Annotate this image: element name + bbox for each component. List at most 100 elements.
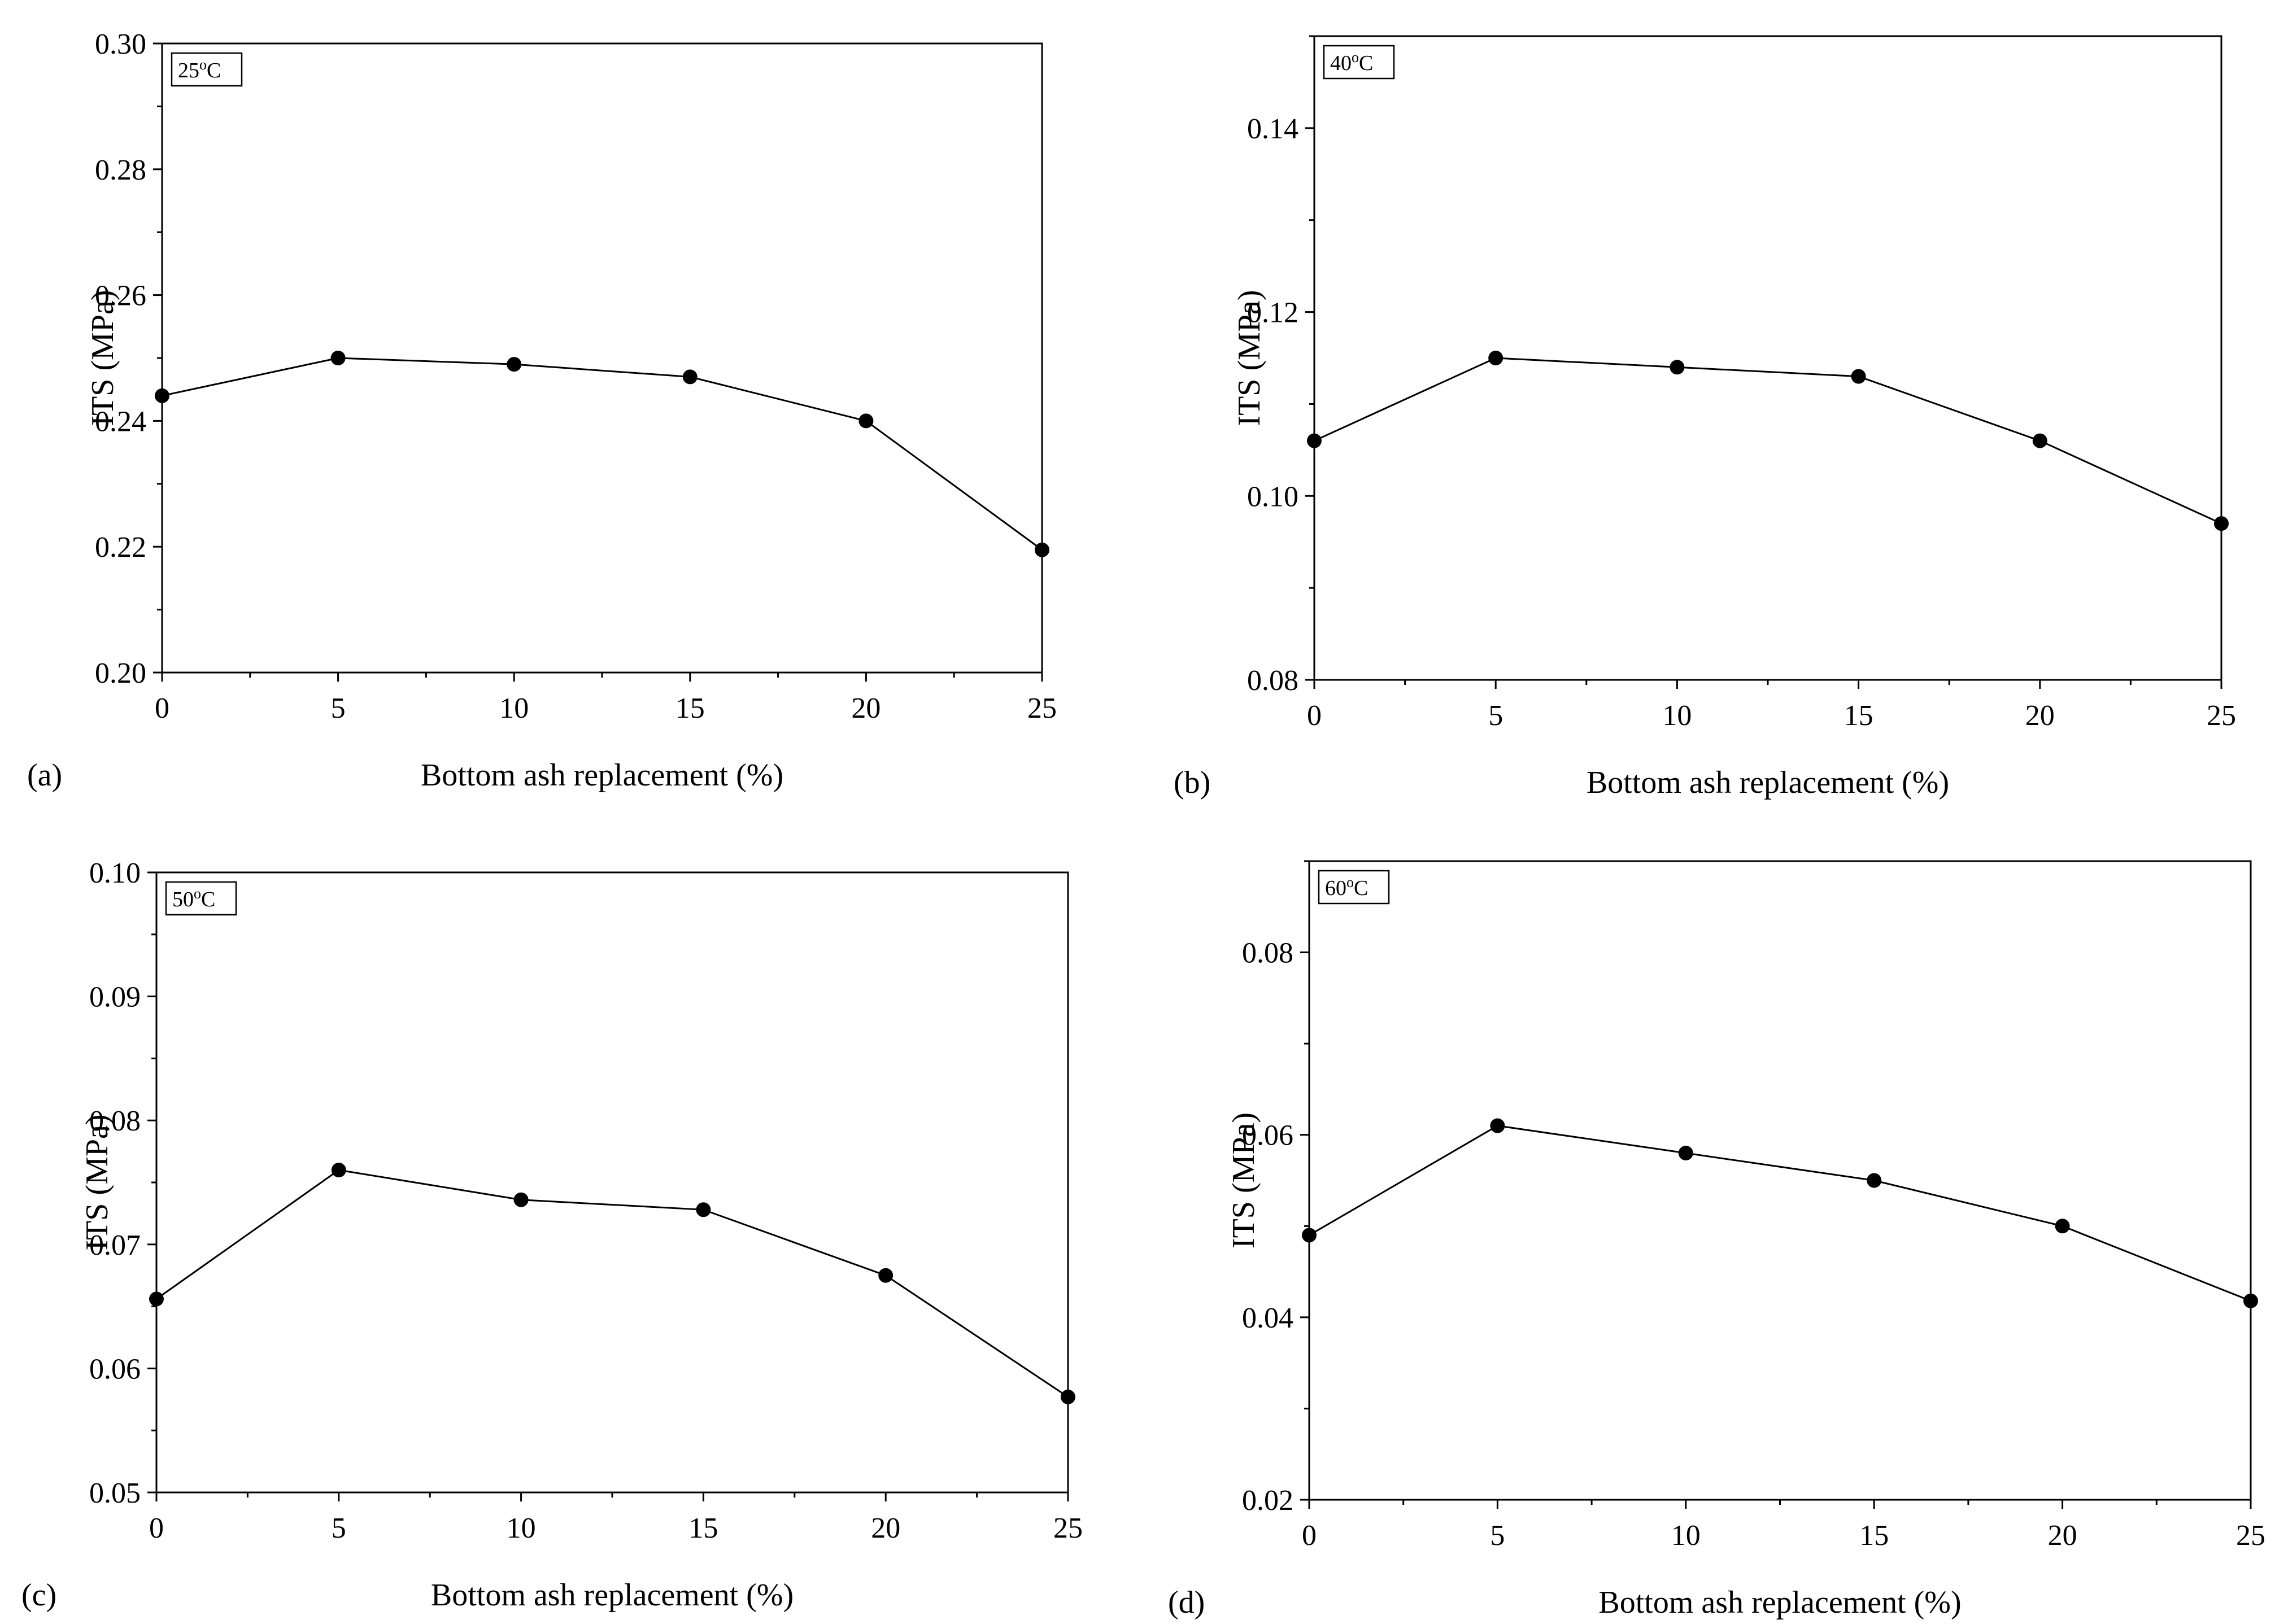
series-line bbox=[1314, 357, 2222, 525]
x-tick-label: 5 bbox=[1488, 700, 1503, 732]
y-tick-label: 0.05 bbox=[89, 1477, 141, 1509]
y-tick-label: 0.04 bbox=[1242, 1302, 1293, 1334]
data-point bbox=[1670, 360, 1685, 375]
data-point bbox=[1867, 1173, 1882, 1188]
y-tick-label: 0.22 bbox=[95, 531, 146, 564]
x-tick-label: 20 bbox=[851, 692, 881, 724]
x-axis-ticks: 0 5 10 15 20 25 bbox=[1307, 680, 2236, 732]
x-tick-label: 5 bbox=[332, 1512, 346, 1544]
y-tick-label: 0.10 bbox=[1247, 481, 1298, 513]
x-axis-title: Bottom ash replacement (%) bbox=[421, 758, 783, 793]
y-axis-title: ITS (MPa) bbox=[1226, 1112, 1261, 1248]
y-axis-title: ITS (MPa) bbox=[80, 1114, 115, 1250]
plot-frame bbox=[161, 42, 1043, 674]
temperature-box: 50oC bbox=[165, 881, 237, 916]
series-line bbox=[1309, 1124, 2251, 1302]
x-axis-ticks: 0 5 10 15 20 25 bbox=[1302, 1500, 2265, 1552]
data-markers bbox=[155, 351, 1049, 557]
data-point bbox=[878, 1268, 894, 1283]
y-tick-label: 0.24 bbox=[95, 405, 146, 438]
x-axis-ticks: 0 5 10 15 20 25 bbox=[149, 1492, 1083, 1544]
data-point bbox=[2214, 516, 2229, 531]
x-tick-label: 10 bbox=[1671, 1520, 1701, 1552]
data-point bbox=[1488, 351, 1503, 365]
data-point bbox=[507, 357, 522, 372]
x-tick-label: 0 bbox=[1302, 1520, 1317, 1552]
data-point bbox=[1302, 1228, 1317, 1243]
data-point bbox=[696, 1202, 711, 1217]
data-point bbox=[1678, 1146, 1693, 1161]
panel-c: 0.05 0.06 0.07 0.08 0.09 0.10 0 5 10 15 20 25 50oC… bbox=[21, 857, 1083, 1613]
x-tick-label: 25 bbox=[1027, 692, 1057, 724]
data-point bbox=[2055, 1219, 2070, 1234]
x-tick-label: 10 bbox=[1662, 700, 1692, 732]
minor-ticks bbox=[1309, 35, 2132, 685]
data-point bbox=[1061, 1389, 1075, 1404]
x-tick-label: 5 bbox=[331, 692, 346, 724]
y-tick-label: 0.06 bbox=[1242, 1120, 1293, 1152]
y-axis-title: ITS (MPa) bbox=[85, 290, 120, 426]
data-markers bbox=[1307, 351, 2229, 531]
data-markers bbox=[149, 1163, 1075, 1404]
data-point bbox=[513, 1192, 529, 1207]
y-tick-label: 0.07 bbox=[89, 1229, 141, 1261]
data-point bbox=[858, 413, 874, 429]
data-point bbox=[1035, 542, 1049, 557]
x-tick-label: 0 bbox=[149, 1512, 164, 1544]
x-tick-label: 25 bbox=[2207, 700, 2236, 732]
panel-letter: (a) bbox=[27, 758, 62, 793]
x-tick-label: 15 bbox=[1844, 700, 1873, 732]
minor-ticks bbox=[157, 105, 955, 678]
y-tick-label: 0.02 bbox=[1242, 1485, 1293, 1517]
data-point bbox=[1307, 433, 1322, 448]
x-tick-label: 0 bbox=[155, 692, 169, 724]
x-tick-label: 15 bbox=[1859, 1520, 1889, 1552]
temperature-box: 60oC bbox=[1318, 870, 1390, 905]
y-tick-label: 0.09 bbox=[89, 981, 141, 1014]
data-point bbox=[331, 1163, 346, 1178]
data-point bbox=[1490, 1118, 1505, 1133]
y-axis-ticks: 0.08 0.10 0.12 0.14 bbox=[1247, 113, 1314, 697]
y-axis-ticks: 0.02 0.04 0.06 0.08 bbox=[1242, 937, 1309, 1517]
x-tick-label: 20 bbox=[2048, 1520, 2077, 1552]
x-tick-label: 15 bbox=[688, 1512, 718, 1544]
temperature-label: 25oC bbox=[178, 56, 221, 82]
temperature-label: 50oC bbox=[172, 885, 215, 911]
y-tick-label: 0.08 bbox=[89, 1105, 141, 1137]
x-tick-label: 10 bbox=[507, 1512, 536, 1544]
panel-letter: (c) bbox=[21, 1578, 56, 1613]
x-axis-title: Bottom ash replacement (%) bbox=[431, 1578, 794, 1613]
y-tick-label: 0.28 bbox=[95, 154, 146, 186]
panel-letter: (d) bbox=[1168, 1585, 1205, 1620]
plot-frame bbox=[1313, 35, 2222, 681]
panel-b: 0.08 0.10 0.12 0.14 0 5 10 15 20 25 40oC ITS (MP… bbox=[1174, 35, 2236, 800]
x-tick-label: 20 bbox=[2025, 700, 2055, 732]
data-markers bbox=[1302, 1118, 2258, 1308]
data-point bbox=[2032, 433, 2047, 448]
data-point bbox=[2243, 1293, 2258, 1308]
temperature-label: 60oC bbox=[1325, 874, 1368, 900]
y-axis-ticks: 0.05 0.06 0.07 0.08 0.09 0.10 bbox=[89, 857, 156, 1509]
x-axis-title: Bottom ash replacement (%) bbox=[1587, 765, 1949, 800]
y-axis-ticks: 0.20 0.22 0.24 0.26 0.28 0.30 bbox=[95, 28, 162, 689]
data-point bbox=[149, 1291, 164, 1307]
temperature-box: 40oC bbox=[1323, 45, 1395, 80]
minor-ticks bbox=[1304, 860, 2158, 1505]
y-tick-label: 0.08 bbox=[1242, 937, 1293, 970]
series-line bbox=[162, 357, 1043, 551]
x-tick-label: 20 bbox=[871, 1512, 900, 1544]
x-tick-label: 5 bbox=[1490, 1520, 1505, 1552]
panel-letter: (b) bbox=[1174, 765, 1210, 800]
x-axis-title: Bottom ash replacement (%) bbox=[1598, 1585, 1961, 1620]
y-axis-title: ITS (MPa) bbox=[1232, 290, 1267, 426]
data-point bbox=[330, 351, 346, 365]
plot-frame bbox=[1308, 860, 2252, 1501]
y-tick-label: 0.10 bbox=[89, 857, 141, 889]
data-point bbox=[1851, 369, 1866, 384]
panel-a: 0.20 0.22 0.24 0.26 0.28 0.30 0 5 10 15 20 25 25oC… bbox=[27, 28, 1057, 793]
x-tick-label: 0 bbox=[1307, 700, 1322, 732]
x-axis-ticks: 0 5 10 15 20 25 bbox=[155, 673, 1057, 724]
data-point bbox=[682, 369, 698, 385]
panel-d: 0.02 0.04 0.06 0.08 0 5 10 15 20 25 60oC ITS (MP… bbox=[1168, 860, 2265, 1620]
